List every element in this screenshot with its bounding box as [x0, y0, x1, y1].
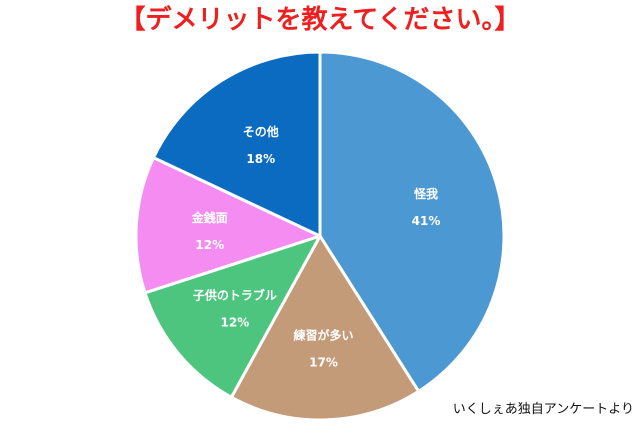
slice-label-2: 子供のトラブル: [193, 287, 277, 302]
slice-label-1: 練習が多い: [293, 327, 353, 342]
slice-value-2: 12%: [221, 315, 250, 329]
pie-slices: [134, 50, 506, 422]
pie-slice-3: [134, 156, 322, 295]
slice-value-1: 17%: [309, 355, 338, 369]
pie-labels: 怪我 41% 練習が多い 17% 子供のトラブル 12% 金銭面 12% その他 18%: [191, 124, 441, 369]
pie-slice-1: [229, 234, 421, 422]
source-note: いくしぇあ独自アンケートより: [452, 402, 634, 417]
pie-slice-4: [152, 50, 322, 238]
chart-title: 【デメリットを教えてください。】: [119, 5, 521, 35]
slice-label-0: 怪我: [413, 186, 438, 201]
slice-value-3: 12%: [195, 238, 224, 252]
slice-label-3: 金銭面: [191, 210, 228, 225]
slice-value-4: 18%: [246, 152, 275, 166]
slice-value-0: 41%: [412, 214, 441, 228]
slice-label-4: その他: [243, 124, 279, 139]
pie-slice-2: [143, 234, 322, 399]
